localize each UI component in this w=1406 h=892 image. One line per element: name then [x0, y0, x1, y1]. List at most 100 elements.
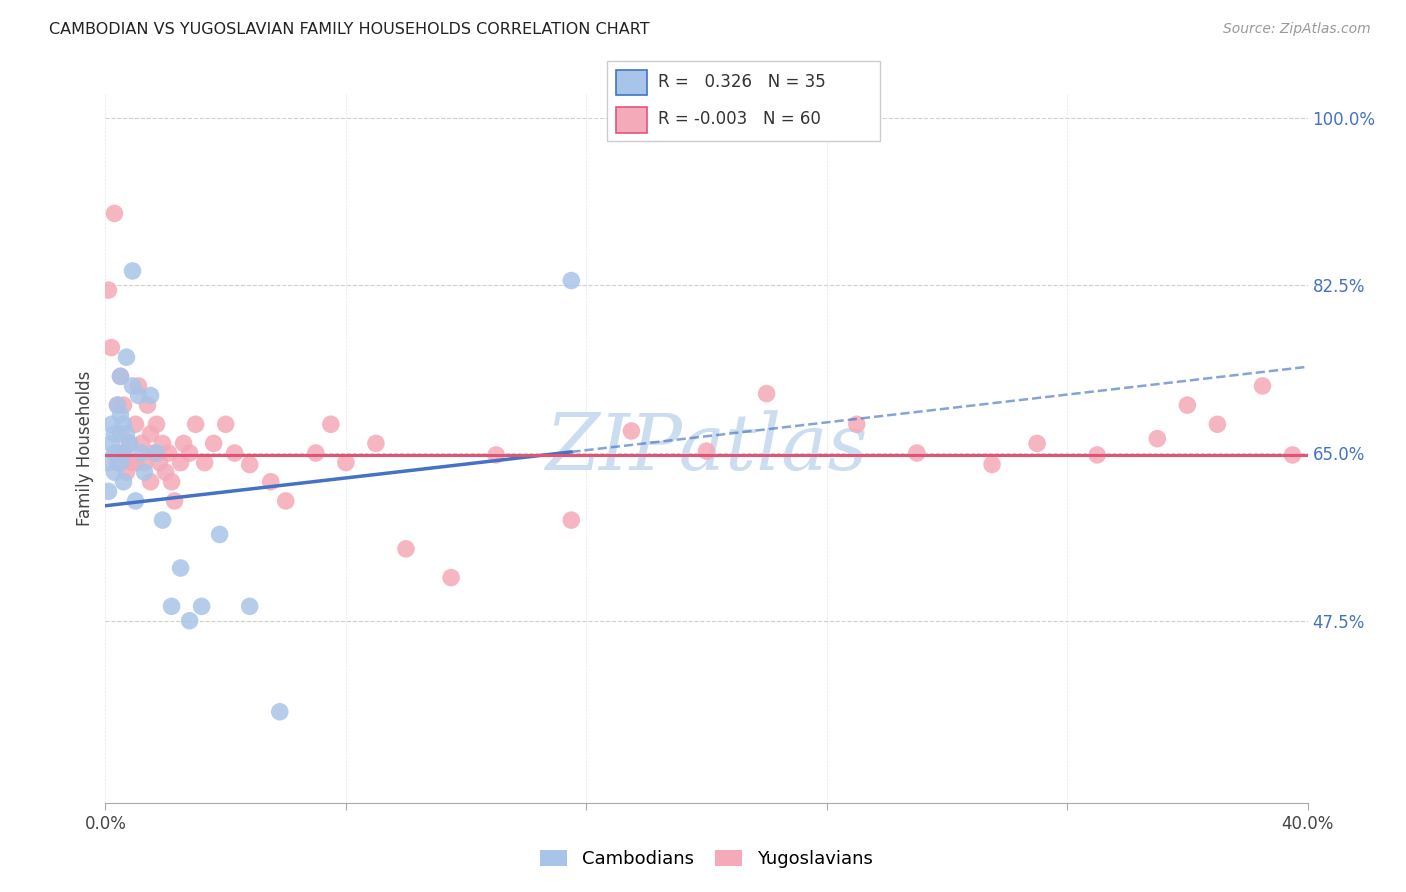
- Point: [131, 436, 153, 450]
- Point: [160, 599, 183, 614]
- Point: [145, 417, 167, 432]
- Point: [115, 350, 138, 364]
- Point: [139, 475, 162, 489]
- Point: [190, 599, 212, 614]
- FancyBboxPatch shape: [616, 107, 647, 133]
- Point: [620, 424, 643, 438]
- Point: [1281, 448, 1303, 462]
- Point: [160, 475, 183, 489]
- Point: [142, 446, 165, 460]
- Point: [110, 408, 132, 422]
- Point: [100, 436, 122, 450]
- Point: [208, 527, 231, 541]
- Point: [560, 273, 582, 287]
- Point: [335, 456, 357, 470]
- Point: [110, 426, 132, 441]
- Point: [163, 494, 186, 508]
- Point: [1206, 417, 1229, 432]
- Point: [134, 456, 156, 470]
- Point: [260, 475, 283, 489]
- Point: [173, 436, 195, 450]
- Point: [202, 436, 225, 450]
- Point: [112, 446, 135, 460]
- Point: [169, 561, 191, 575]
- Point: [1085, 448, 1108, 462]
- Point: [1175, 398, 1198, 412]
- Point: [139, 388, 162, 402]
- Point: [103, 206, 125, 220]
- Point: [440, 571, 463, 585]
- Point: [131, 446, 153, 460]
- Point: [981, 458, 1004, 472]
- Point: [103, 426, 125, 441]
- Point: [319, 417, 342, 432]
- Point: [97, 456, 120, 470]
- Point: [148, 456, 170, 470]
- Text: Source: ZipAtlas.com: Source: ZipAtlas.com: [1223, 22, 1371, 37]
- Point: [97, 283, 120, 297]
- Point: [118, 436, 141, 450]
- Point: [269, 705, 291, 719]
- Legend: Cambodians, Yugoslavians: Cambodians, Yugoslavians: [533, 843, 880, 875]
- Point: [121, 264, 143, 278]
- Point: [696, 444, 718, 458]
- Point: [107, 398, 129, 412]
- Point: [1251, 379, 1274, 393]
- FancyBboxPatch shape: [607, 61, 880, 141]
- Point: [179, 614, 201, 628]
- Point: [485, 448, 508, 462]
- Point: [103, 446, 125, 460]
- Point: [214, 417, 236, 432]
- Y-axis label: Family Households: Family Households: [76, 370, 94, 526]
- Point: [136, 398, 159, 412]
- Text: ZIPatlas: ZIPatlas: [546, 410, 868, 486]
- Point: [110, 369, 132, 384]
- Point: [905, 446, 928, 460]
- Point: [128, 388, 150, 402]
- Point: [112, 446, 135, 460]
- Point: [1146, 432, 1168, 446]
- Point: [107, 446, 129, 460]
- Point: [124, 417, 146, 432]
- Point: [97, 484, 120, 499]
- Point: [239, 458, 262, 472]
- Point: [155, 465, 177, 479]
- Point: [124, 494, 146, 508]
- Point: [395, 541, 418, 556]
- Point: [134, 465, 156, 479]
- Point: [560, 513, 582, 527]
- Point: [110, 369, 132, 384]
- Point: [139, 426, 162, 441]
- Point: [152, 513, 174, 527]
- Point: [112, 417, 135, 432]
- Point: [124, 456, 146, 470]
- Text: R =   0.326   N = 35: R = 0.326 N = 35: [658, 73, 825, 91]
- Point: [152, 436, 174, 450]
- FancyBboxPatch shape: [616, 70, 647, 95]
- Point: [305, 446, 328, 460]
- Point: [110, 456, 132, 470]
- Point: [121, 456, 143, 470]
- Point: [194, 456, 217, 470]
- Point: [112, 475, 135, 489]
- Point: [184, 417, 207, 432]
- Point: [157, 446, 180, 460]
- Point: [755, 386, 778, 401]
- Point: [103, 465, 125, 479]
- Point: [121, 379, 143, 393]
- Point: [274, 494, 297, 508]
- Point: [100, 341, 122, 355]
- Point: [364, 436, 387, 450]
- Point: [118, 436, 141, 450]
- Point: [128, 379, 150, 393]
- Text: CAMBODIAN VS YUGOSLAVIAN FAMILY HOUSEHOLDS CORRELATION CHART: CAMBODIAN VS YUGOSLAVIAN FAMILY HOUSEHOL…: [49, 22, 650, 37]
- Point: [179, 446, 201, 460]
- Point: [112, 398, 135, 412]
- Text: R = -0.003   N = 60: R = -0.003 N = 60: [658, 111, 821, 128]
- Point: [115, 465, 138, 479]
- Point: [145, 446, 167, 460]
- Point: [107, 398, 129, 412]
- Point: [1026, 436, 1049, 450]
- Point: [845, 417, 868, 432]
- Point: [169, 456, 191, 470]
